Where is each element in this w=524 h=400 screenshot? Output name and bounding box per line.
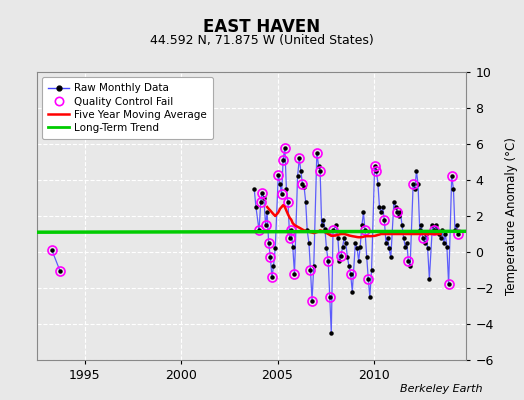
Text: Berkeley Earth: Berkeley Earth [400, 384, 482, 394]
Y-axis label: Temperature Anomaly (°C): Temperature Anomaly (°C) [505, 137, 518, 295]
Legend: Raw Monthly Data, Quality Control Fail, Five Year Moving Average, Long-Term Tren: Raw Monthly Data, Quality Control Fail, … [42, 77, 213, 139]
Text: 44.592 N, 71.875 W (United States): 44.592 N, 71.875 W (United States) [150, 34, 374, 47]
Text: EAST HAVEN: EAST HAVEN [203, 18, 321, 36]
